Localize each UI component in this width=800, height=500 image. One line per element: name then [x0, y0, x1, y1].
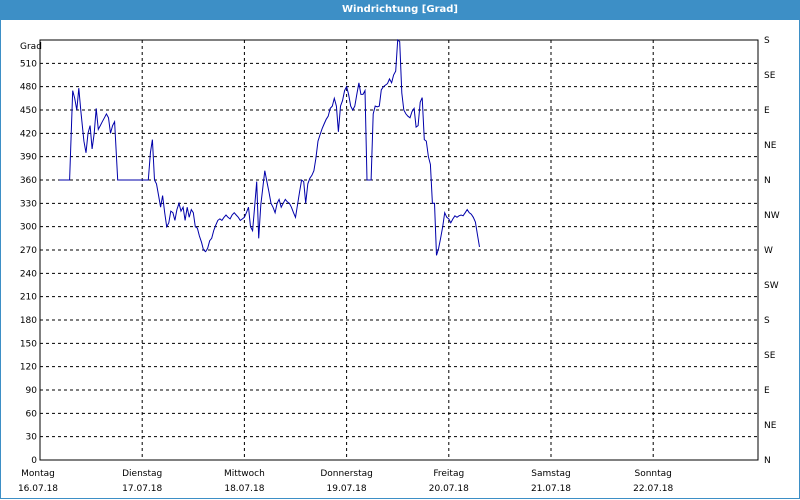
y2-axis-ticks: N NE E SE S SW W NW N NE E SE S [764, 36, 780, 466]
x-tick-day: Freitag [433, 469, 464, 479]
y-tick-label: 390 [20, 153, 37, 163]
x-tick-day: Montag [21, 469, 55, 479]
series-line [59, 39, 480, 256]
y-axis-ticks: 0 30 60 90 120 150 180 210 240 270 300 330 360 390 420… [20, 59, 37, 466]
y-tick-label: 510 [20, 59, 37, 69]
y-tick-label: 30 [26, 433, 38, 443]
y-tick-label: 450 [20, 106, 37, 116]
y2-tick-label: NW [764, 211, 780, 221]
x-tick-day: Donnerstag [320, 469, 373, 479]
y2-tick-label: N [764, 456, 771, 466]
x-tick-date: 20.07.18 [429, 484, 469, 494]
y-tick-label: 210 [20, 293, 37, 303]
y2-tick-label: S [764, 36, 770, 46]
gridlines [40, 40, 758, 460]
y-tick-label: 270 [20, 246, 37, 256]
plot-area [39, 39, 759, 461]
x-tick-date: 16.07.18 [18, 484, 58, 494]
y-tick-label: 60 [26, 409, 38, 419]
y2-tick-label: S [764, 316, 770, 326]
y-tick-label: 120 [20, 363, 37, 373]
y2-tick-label: SE [764, 71, 776, 81]
y-axis-label: Grad [20, 42, 42, 52]
y2-tick-label: SE [764, 351, 776, 361]
y-tick-label: 0 [31, 456, 37, 466]
y2-tick-label: NE [764, 141, 777, 151]
x-tick-date: 18.07.18 [224, 484, 264, 494]
x-tick-date: 17.07.18 [122, 484, 162, 494]
y2-tick-label: W [764, 246, 773, 256]
x-tick-date: 21.07.18 [531, 484, 571, 494]
y-tick-label: 420 [20, 129, 37, 139]
x-tick-day: Mittwoch [224, 469, 265, 479]
y2-tick-label: N [764, 176, 771, 186]
y-tick-label: 90 [26, 386, 38, 396]
y-tick-label: 150 [20, 339, 37, 349]
x-tick-day: Samstag [531, 469, 570, 479]
y-tick-label: 480 [20, 83, 37, 93]
window-title: Windrichtung [Grad] [0, 0, 800, 20]
y-tick-label: 240 [20, 269, 37, 279]
x-tick-date: 19.07.18 [327, 484, 367, 494]
x-tick-day: Dienstag [122, 469, 162, 479]
x-tick-day: Sonntag [635, 469, 672, 479]
y-tick-label: 300 [20, 223, 37, 233]
y2-tick-label: E [764, 106, 770, 116]
y2-tick-label: SW [764, 281, 779, 291]
y2-tick-label: NE [764, 421, 777, 431]
y-tick-label: 180 [20, 316, 37, 326]
y-tick-label: 360 [20, 176, 37, 186]
x-axis-ticks: Montag 16.07.18 Dienstag 17.07.18 Mittwoch 18… [18, 469, 674, 494]
y2-tick-label: E [764, 386, 770, 396]
x-tick-date: 22.07.18 [633, 484, 673, 494]
y-tick-label: 330 [20, 199, 37, 209]
